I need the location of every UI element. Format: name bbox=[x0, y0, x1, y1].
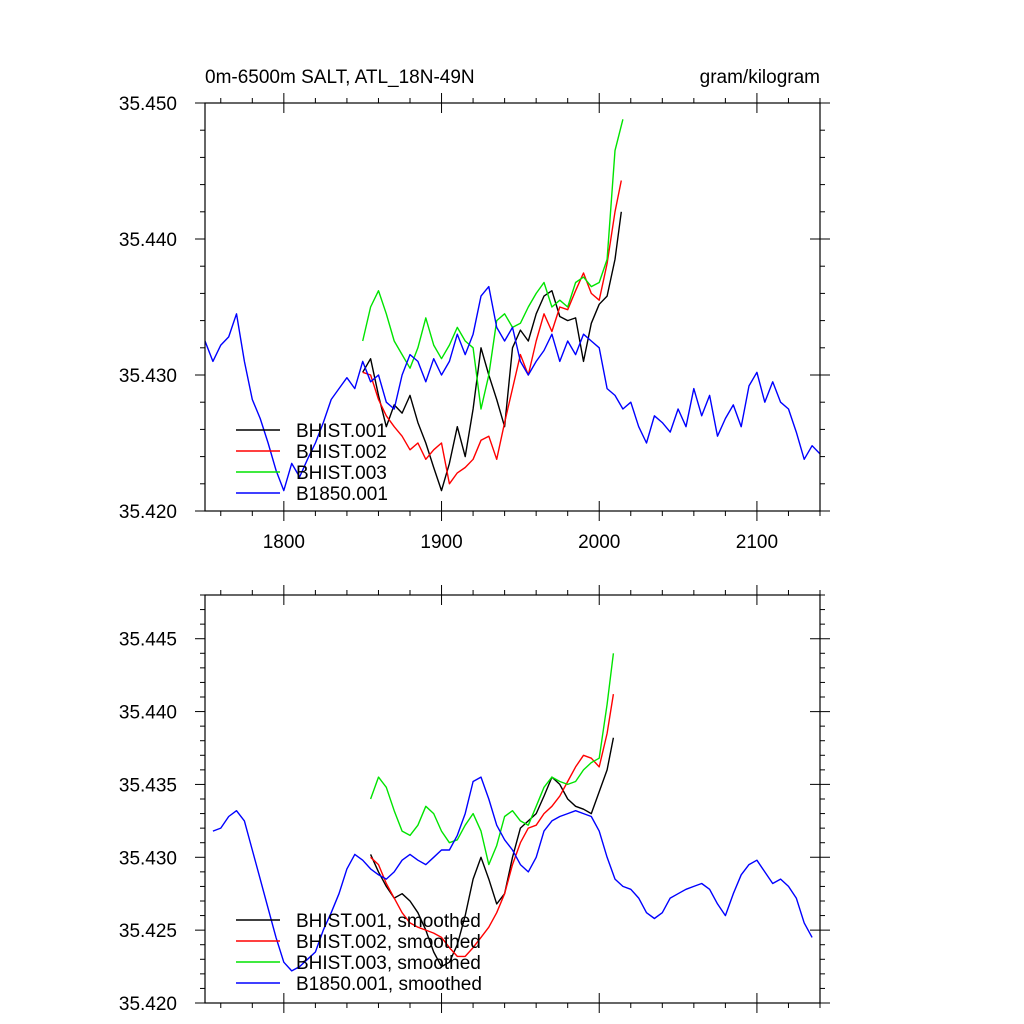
bottom-series-line-1 bbox=[370, 693, 615, 958]
top-x-tick-label: 1900 bbox=[420, 532, 462, 553]
top-series-line-2 bbox=[362, 119, 624, 410]
top-y-tick-label: 35.420 bbox=[119, 502, 177, 523]
bottom-y-tick-label: 35.425 bbox=[119, 921, 177, 942]
bottom-series-line-0 bbox=[369, 737, 615, 968]
top-series-line-3 bbox=[205, 285, 820, 492]
top-x-tick-label: 2100 bbox=[736, 532, 778, 553]
bottom-y-tick-label: 35.440 bbox=[119, 703, 177, 724]
chart-title: 0m-6500m SALT, ATL_18N-49N bbox=[205, 67, 475, 88]
units-label: gram/kilogram bbox=[700, 67, 820, 88]
top-legend-label-1: BHIST.002 bbox=[296, 442, 387, 463]
top-legend-label-0: BHIST.001 bbox=[296, 421, 387, 442]
top-axes: 1800 1900 2000 2100 35.420 35.430 35.440 35.450 bbox=[119, 93, 830, 553]
bottom-legend-label-2: BHIST.003, smoothed bbox=[296, 953, 481, 974]
bottom-series-line-2 bbox=[369, 653, 615, 866]
bottom-legend-label-0: BHIST.001, smoothed bbox=[296, 911, 481, 932]
bottom-y-tick-label: 35.435 bbox=[119, 775, 177, 796]
bottom-y-tick-label: 35.420 bbox=[119, 994, 177, 1015]
bottom-y-tick-label: 35.445 bbox=[119, 630, 177, 651]
bottom-legend-label-3: B1850.001, smoothed bbox=[296, 974, 482, 995]
top-y-tick-label: 35.430 bbox=[119, 366, 177, 387]
top-x-tick-label: 2000 bbox=[578, 532, 620, 553]
bottom-series-group bbox=[212, 653, 813, 972]
bottom-axes: 35.420 35.425 35.430 35.435 35.440 35.445 bbox=[119, 585, 830, 1015]
top-legend-label-2: BHIST.003 bbox=[296, 463, 387, 484]
top-x-tick-label: 1800 bbox=[263, 532, 305, 553]
top-legend-label-3: B1850.001 bbox=[296, 484, 388, 505]
top-panel: 1800 1900 2000 2100 35.420 35.430 35.440 35.450… bbox=[119, 93, 830, 553]
bottom-series-line-3 bbox=[212, 776, 813, 972]
bottom-panel: 35.420 35.425 35.430 35.435 35.440 35.445 BHI… bbox=[119, 585, 830, 1015]
top-series-group bbox=[205, 119, 820, 492]
bottom-y-tick-label: 35.430 bbox=[119, 848, 177, 869]
top-y-tick-label: 35.440 bbox=[119, 230, 177, 251]
top-series-line-0 bbox=[362, 211, 622, 492]
bottom-legend-label-1: BHIST.002, smoothed bbox=[296, 932, 481, 953]
top-y-tick-label: 35.450 bbox=[119, 94, 177, 115]
top-series-line-1 bbox=[362, 180, 622, 485]
top-plot-frame bbox=[204, 102, 821, 512]
